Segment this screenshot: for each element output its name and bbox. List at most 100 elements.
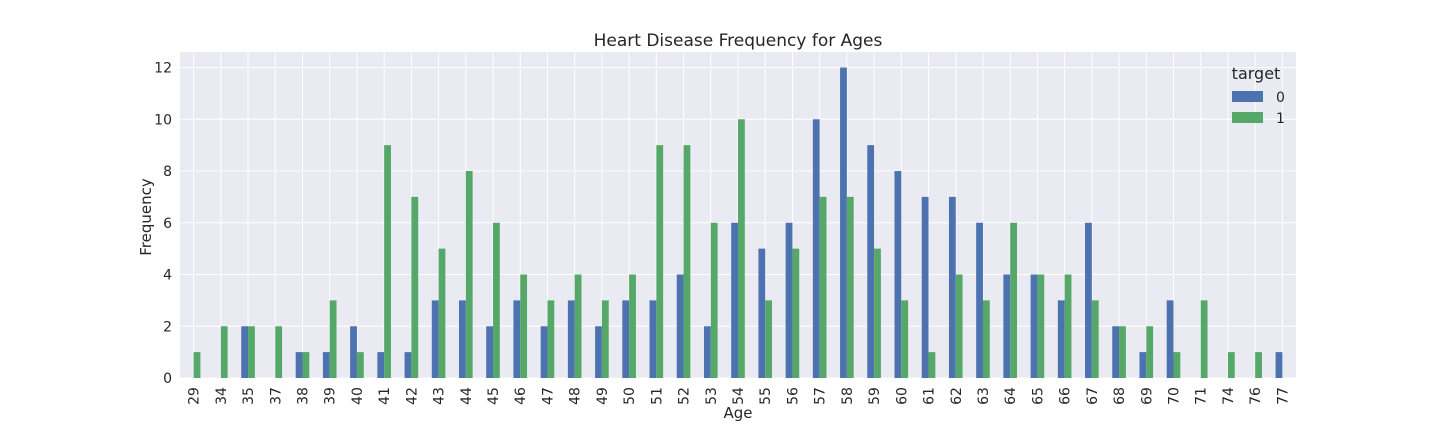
bar-series-1-35 bbox=[248, 326, 255, 378]
x-tick-label: 77 bbox=[1275, 387, 1291, 405]
bar-series-0-54 bbox=[731, 222, 738, 378]
bar-series-1-29 bbox=[193, 352, 201, 378]
bar-series-0-39 bbox=[322, 352, 330, 378]
x-tick-label: 40 bbox=[350, 387, 366, 405]
x-tick-label: 43 bbox=[432, 387, 448, 405]
bar-series-0-51 bbox=[649, 300, 657, 378]
y-axis-label: Frequency bbox=[137, 178, 155, 256]
x-tick-label: 54 bbox=[731, 387, 747, 405]
y-tick-label: 8 bbox=[163, 164, 172, 180]
x-tick-label: 74 bbox=[1221, 387, 1237, 405]
bar-series-0-55 bbox=[758, 248, 766, 378]
bar-series-1-64 bbox=[1010, 222, 1017, 378]
bar-series-0-40 bbox=[350, 326, 357, 378]
x-tick-label: 71 bbox=[1194, 387, 1210, 405]
x-tick-label: 35 bbox=[241, 387, 257, 405]
bar-series-1-61 bbox=[928, 352, 936, 378]
bar-series-1-40 bbox=[356, 352, 364, 378]
bar-series-0-47 bbox=[540, 326, 548, 378]
x-tick-label: 45 bbox=[486, 387, 502, 405]
bar-series-0-53 bbox=[703, 326, 711, 378]
bar-series-1-54 bbox=[738, 119, 745, 379]
y-tick-label: 2 bbox=[163, 319, 172, 335]
bar-series-0-61 bbox=[921, 196, 929, 378]
bar-series-0-77 bbox=[1275, 352, 1283, 378]
bar-series-1-41 bbox=[384, 145, 391, 378]
bar-series-1-67 bbox=[1091, 300, 1099, 378]
bar-series-1-45 bbox=[493, 222, 500, 378]
x-tick-label: 65 bbox=[1030, 387, 1046, 405]
x-tick-label: 29 bbox=[187, 387, 203, 405]
bar-series-0-56 bbox=[785, 222, 793, 378]
x-tick-label: 55 bbox=[758, 387, 774, 405]
x-tick-label: 46 bbox=[513, 387, 529, 405]
bar-series-1-62 bbox=[955, 274, 963, 378]
x-tick-label: 57 bbox=[813, 387, 829, 405]
x-tick-label: 69 bbox=[1139, 387, 1155, 405]
legend-label-1: 1 bbox=[1276, 111, 1285, 127]
x-tick-label: 38 bbox=[295, 387, 311, 405]
bar-series-0-65 bbox=[1030, 274, 1038, 378]
legend-title: target bbox=[1232, 64, 1281, 83]
bar-series-1-71 bbox=[1200, 300, 1208, 378]
x-tick-label: 41 bbox=[377, 387, 393, 405]
y-tick-label: 0 bbox=[163, 371, 172, 387]
bar-series-0-49 bbox=[595, 326, 602, 378]
bar-series-1-47 bbox=[547, 300, 555, 378]
bar-series-1-74 bbox=[1227, 352, 1235, 378]
bar-series-1-66 bbox=[1064, 274, 1072, 378]
x-tick-label: 68 bbox=[1112, 387, 1128, 405]
x-tick-label: 50 bbox=[622, 387, 638, 405]
bar-series-0-41 bbox=[377, 352, 385, 378]
x-tick-label: 39 bbox=[323, 387, 339, 405]
bar-series-1-52 bbox=[683, 145, 691, 378]
legend-swatch-1 bbox=[1232, 112, 1263, 123]
legend-label-0: 0 bbox=[1276, 90, 1285, 106]
x-tick-label: 66 bbox=[1058, 387, 1074, 405]
bar-series-1-49 bbox=[601, 300, 609, 378]
legend-swatch-0 bbox=[1232, 91, 1263, 102]
x-tick-label: 48 bbox=[568, 387, 584, 405]
x-tick-label: 60 bbox=[894, 387, 910, 405]
bar-series-0-50 bbox=[622, 300, 630, 378]
y-tick-label: 6 bbox=[163, 216, 172, 232]
bar-series-0-69 bbox=[1139, 352, 1147, 378]
bar-series-1-42 bbox=[411, 196, 419, 378]
x-tick-label: 64 bbox=[1003, 387, 1019, 405]
x-tick-label: 42 bbox=[404, 387, 420, 405]
bar-series-1-70 bbox=[1173, 352, 1181, 378]
x-tick-label: 76 bbox=[1248, 387, 1264, 405]
x-tick-labels: 29 34 35 37 38 39 40 41 42 43 44 45 46 47 48 49 50 51 52 53… bbox=[187, 387, 1292, 405]
bars-group bbox=[193, 67, 1283, 379]
bar-series-1-46 bbox=[520, 274, 528, 378]
bar-series-0-59 bbox=[867, 145, 875, 378]
bar-series-0-46 bbox=[513, 300, 521, 378]
bar-series-0-64 bbox=[1003, 274, 1011, 378]
bar-series-1-38 bbox=[302, 352, 310, 378]
bar-series-1-56 bbox=[792, 248, 800, 378]
bar-series-1-57 bbox=[819, 196, 827, 378]
bar-series-0-45 bbox=[486, 326, 494, 378]
bar-series-0-62 bbox=[948, 196, 956, 378]
bar-series-1-58 bbox=[846, 196, 854, 378]
bar-series-0-58 bbox=[840, 67, 847, 379]
bar-series-1-60 bbox=[901, 300, 909, 378]
bar-series-1-53 bbox=[710, 222, 718, 378]
bar-series-0-38 bbox=[295, 352, 303, 378]
x-tick-label: 67 bbox=[1085, 387, 1101, 405]
bar-series-1-50 bbox=[629, 274, 636, 378]
y-tick-label: 4 bbox=[163, 268, 172, 284]
x-tick-label: 53 bbox=[704, 387, 720, 405]
bar-series-0-35 bbox=[241, 326, 249, 378]
x-tick-label: 63 bbox=[976, 387, 992, 405]
y-tick-labels: 0 2 4 6 8 10 12 bbox=[154, 61, 172, 387]
x-tick-label: 51 bbox=[649, 387, 665, 405]
bar-series-0-52 bbox=[676, 274, 684, 378]
legend: target 0 1 bbox=[1232, 64, 1285, 127]
chart-title: Heart Disease Frequency for Ages bbox=[594, 31, 883, 51]
bar-series-0-68 bbox=[1112, 326, 1120, 378]
bar-series-0-67 bbox=[1085, 222, 1092, 378]
bar-series-1-59 bbox=[874, 248, 881, 378]
bar-series-1-39 bbox=[329, 300, 337, 378]
